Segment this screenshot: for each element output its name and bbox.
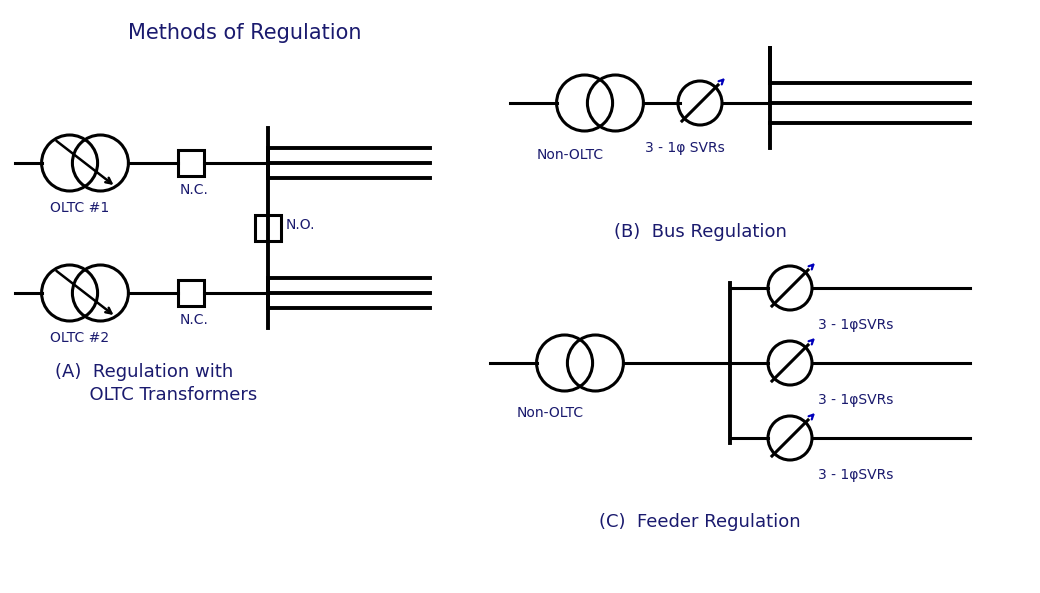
Text: OLTC Transformers: OLTC Transformers: [55, 386, 257, 404]
Bar: [178, 150, 204, 176]
Text: (B)  Bus Regulation: (B) Bus Regulation: [614, 223, 786, 241]
Bar: [255, 215, 281, 241]
Text: N.C.: N.C.: [180, 183, 208, 197]
Text: 3 - 1φSVRs: 3 - 1φSVRs: [818, 318, 893, 332]
Text: N.O.: N.O.: [286, 218, 315, 232]
Bar: [178, 280, 204, 306]
Text: 3 - 1φSVRs: 3 - 1φSVRs: [818, 393, 893, 407]
Text: 3 - 1φSVRs: 3 - 1φSVRs: [818, 468, 893, 482]
Text: (C)  Feeder Regulation: (C) Feeder Regulation: [599, 513, 801, 531]
Text: N.C.: N.C.: [180, 313, 208, 327]
Text: (A)  Regulation with: (A) Regulation with: [55, 363, 233, 381]
Text: OLTC #2: OLTC #2: [50, 331, 109, 345]
Text: OLTC #1: OLTC #1: [50, 201, 109, 215]
Text: Non-OLTC: Non-OLTC: [537, 148, 603, 162]
Text: Methods of Regulation: Methods of Regulation: [128, 23, 362, 43]
Text: 3 - 1φ SVRs: 3 - 1φ SVRs: [645, 141, 725, 155]
Text: Non-OLTC: Non-OLTC: [517, 406, 583, 420]
